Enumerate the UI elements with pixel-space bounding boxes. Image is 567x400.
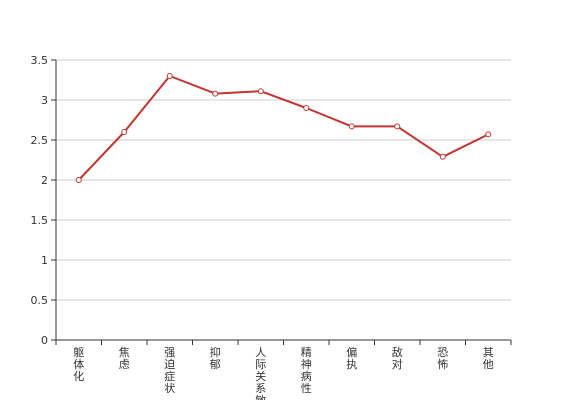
- y-tick-label: 0.5: [31, 294, 49, 307]
- data-point[interactable]: [75, 177, 82, 183]
- series-layer: [75, 73, 492, 183]
- x-category-label: 强迫症状: [164, 346, 175, 395]
- y-tick-label: 0: [41, 334, 48, 347]
- x-category-label: 其他: [483, 346, 494, 371]
- series-line: [78, 75, 489, 181]
- data-point[interactable]: [121, 129, 128, 135]
- data-point[interactable]: [439, 153, 446, 160]
- y-tick-label: 3: [41, 94, 48, 107]
- x-category-label: 恐怖: [437, 346, 448, 371]
- x-category-label: 抑郁: [210, 345, 221, 371]
- y-tick-label: 3.5: [31, 54, 49, 67]
- y-tick-label: 1.5: [31, 214, 49, 227]
- x-category-label: 人际关系敏感: [255, 346, 266, 400]
- data-point[interactable]: [212, 90, 219, 97]
- x-category-label: 偏执: [346, 345, 357, 371]
- axis-labels: 0 0.5 1 1.5 2 2.5 3 3.5 躯体化 焦虑 强迫症状 抑郁 人际关系敏感 精神病性 偏执 敌…: [31, 54, 494, 400]
- y-tick-label: 1: [41, 254, 48, 267]
- y-tick-label: 2: [41, 174, 48, 187]
- data-point[interactable]: [394, 123, 401, 130]
- data-point[interactable]: [348, 123, 355, 130]
- x-category-label: 焦虑: [119, 346, 130, 371]
- x-category-label: 精神病性: [301, 346, 312, 395]
- y-tick-label: 2.5: [31, 134, 49, 147]
- data-point[interactable]: [485, 131, 492, 138]
- gridlines: [56, 59, 511, 301]
- x-category-label: 敌对: [392, 345, 403, 371]
- x-category-label: 躯体化: [73, 346, 84, 383]
- data-point[interactable]: [257, 88, 264, 95]
- data-point[interactable]: [303, 105, 310, 111]
- axes: [51, 59, 512, 345]
- data-point[interactable]: [166, 73, 173, 79]
